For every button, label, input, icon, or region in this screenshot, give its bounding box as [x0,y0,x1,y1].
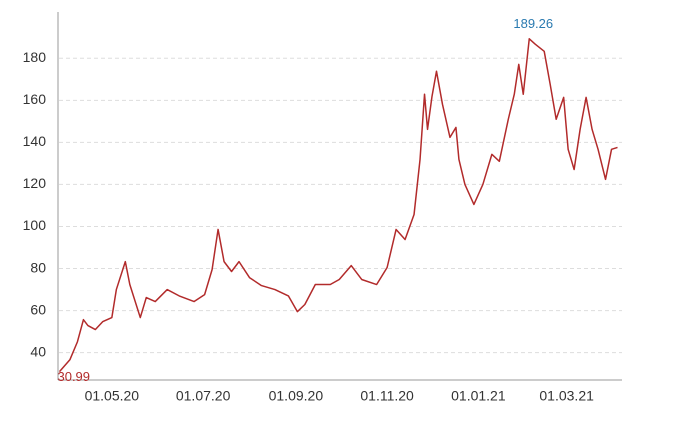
x-tick-label: 01.05.20 [85,388,140,404]
y-tick-label: 160 [23,91,47,107]
y-tick-label: 120 [23,175,47,191]
y-tick-label: 180 [23,49,47,65]
x-tick-label: 01.09.20 [269,388,324,404]
price-line [58,38,618,373]
y-tick-label: 40 [30,343,46,359]
x-tick-label: 01.01.21 [451,388,506,404]
x-tick-label: 01.07.20 [176,388,231,404]
min-label: 30.99 [57,369,90,384]
y-tick-label: 80 [30,259,46,275]
y-tick-label: 60 [30,301,46,317]
y-tick-label: 140 [23,133,47,149]
x-tick-label: 01.03.21 [539,388,594,404]
y-tick-label: 100 [23,217,47,233]
max-label: 189.26 [513,16,553,31]
x-tick-label: 01.11.20 [360,388,414,404]
